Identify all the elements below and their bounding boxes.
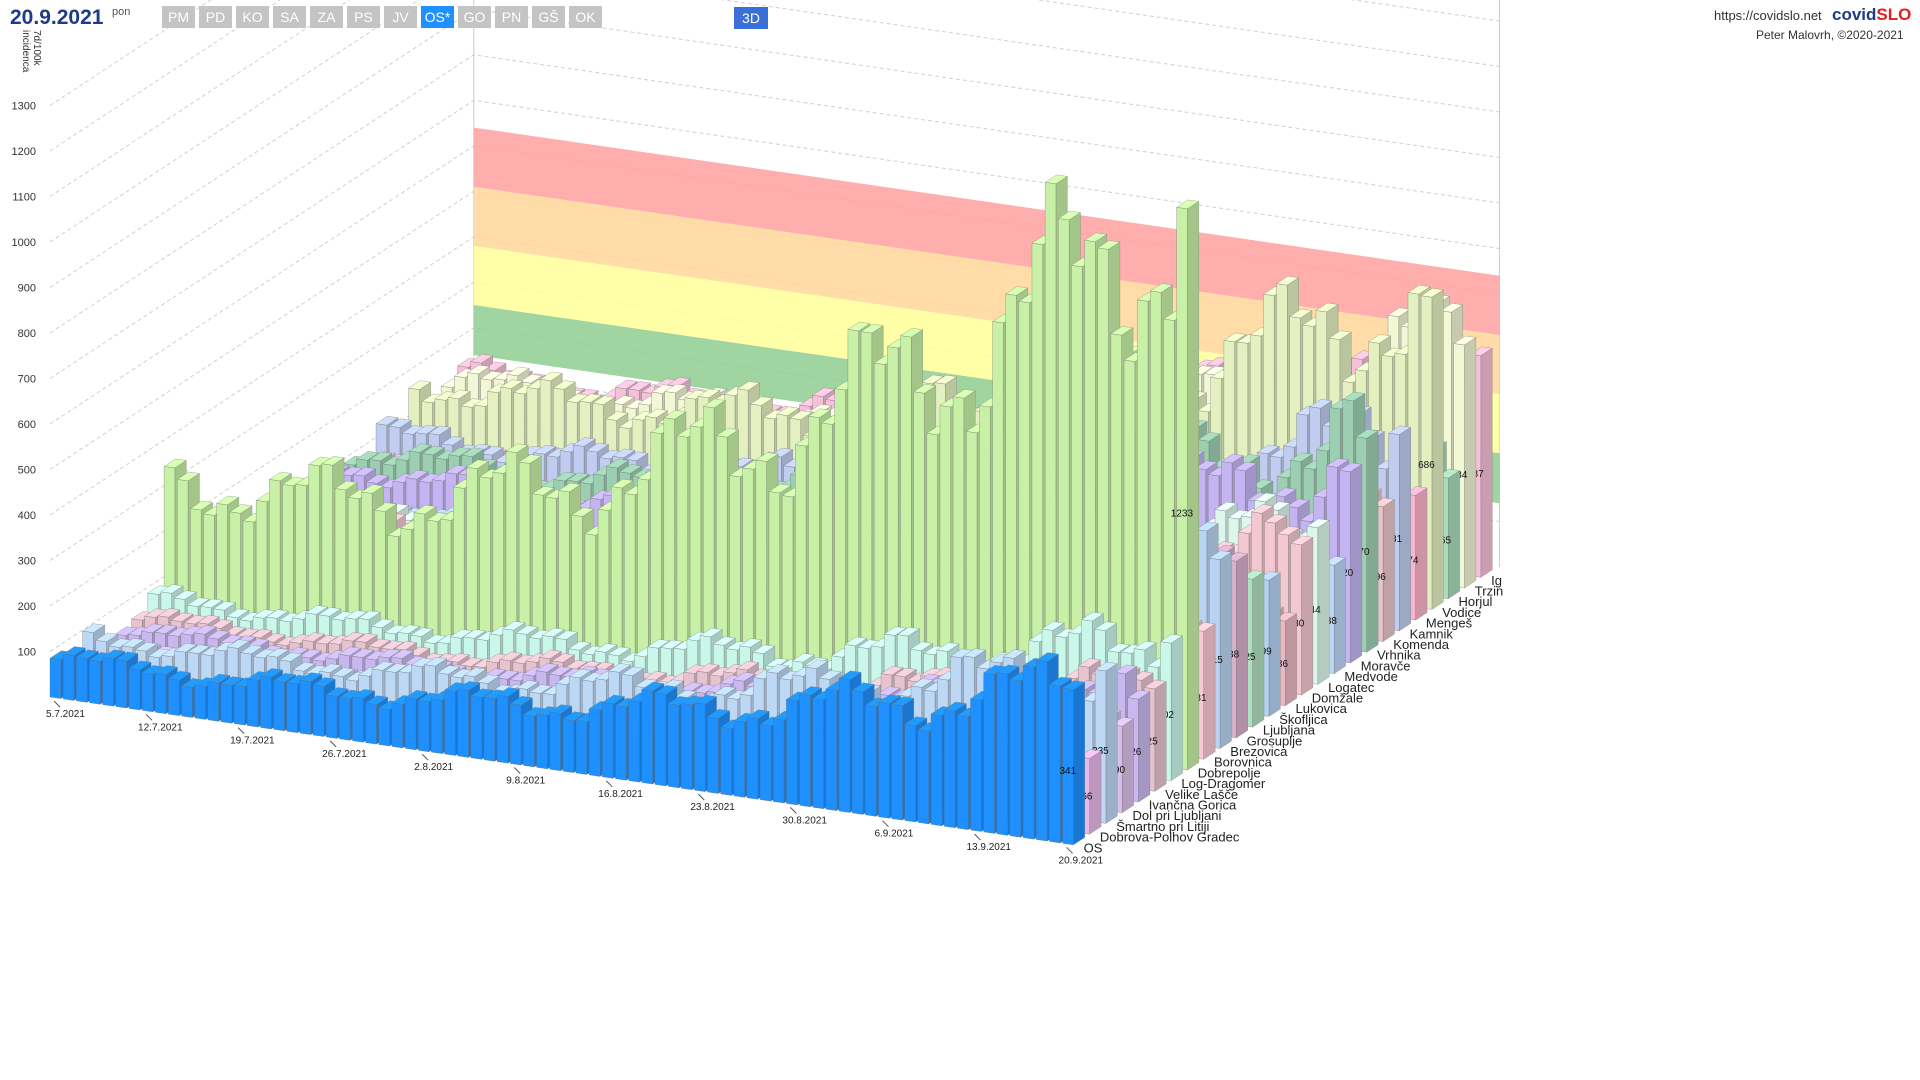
x-tick-label: 23.8.2021 <box>690 802 735 813</box>
x-tick-label: 6.9.2021 <box>874 829 913 840</box>
row-label: Komenda <box>1393 637 1449 652</box>
row-label: Ivančna Gorica <box>1149 798 1237 813</box>
y-axis-label-line1: 7d/100k <box>31 30 42 66</box>
brand-part-slo: SLO <box>1876 5 1912 24</box>
x-tick <box>974 833 981 841</box>
row-label: Brezovica <box>1230 744 1288 759</box>
row-label: Domžale <box>1312 691 1363 706</box>
row-label: Log-Dragomer <box>1181 776 1265 791</box>
x-tick <box>605 780 613 788</box>
y-tick-label: 1200 <box>12 146 36 158</box>
row-label: Velike Lašče <box>1165 787 1238 802</box>
row-label: Horjul <box>1458 594 1492 609</box>
tab-pn[interactable]: PN <box>495 6 528 28</box>
x-tick <box>145 713 153 721</box>
brand-part-covid: covid <box>1832 5 1877 24</box>
y-tick-label: 1300 <box>12 101 36 113</box>
tab-gš[interactable]: GŠ <box>532 6 565 28</box>
tab-ok[interactable]: OK <box>569 6 602 28</box>
row-label: Škofljica <box>1279 712 1328 727</box>
current-date: 20.9.2021 <box>10 6 104 29</box>
y-tick-label: 900 <box>18 283 36 295</box>
tab-os[interactable]: OS* <box>421 6 454 28</box>
row-label: Dobrepolje <box>1198 765 1261 780</box>
row-label: Ljubljana <box>1263 723 1316 738</box>
row-label: Borovnica <box>1214 755 1273 770</box>
risk-band <box>473 127 1500 335</box>
x-tick <box>790 807 797 814</box>
y-axis-label: 7d/100k incidenca <box>20 30 42 72</box>
y-tick-label: 200 <box>18 601 36 613</box>
x-tick <box>513 767 521 774</box>
row-label: Lukovica <box>1295 701 1347 716</box>
x-tick <box>53 700 61 708</box>
tab-jv[interactable]: JV <box>384 6 417 28</box>
tab-za[interactable]: ZA <box>310 6 343 28</box>
row-label: Logatec <box>1328 680 1375 695</box>
value-label: 686 <box>1418 460 1435 471</box>
x-tick <box>882 820 889 828</box>
row-label: Medvode <box>1344 669 1397 684</box>
top-bar: 20.9.2021 pon PM PD KO SA ZA PS JV OS* GO PN GŠ OK … <box>0 0 1920 42</box>
x-tick-label: 26.7.2021 <box>322 749 367 760</box>
tab-ps[interactable]: PS <box>347 6 380 28</box>
row-label: Vrhnika <box>1377 648 1421 663</box>
tab-pd[interactable]: PD <box>199 6 232 28</box>
bar <box>1176 199 1200 771</box>
x-tick <box>1066 846 1073 854</box>
x-tick-label: 9.8.2021 <box>506 776 545 787</box>
value-label: 1233 <box>1171 509 1194 520</box>
y-tick-label: 600 <box>18 419 36 431</box>
y-tick-label: 700 <box>18 374 36 386</box>
y-tick-label: 300 <box>18 556 36 568</box>
y-tick-label: 500 <box>18 465 36 477</box>
x-tick <box>421 753 429 761</box>
row-label: Mengeš <box>1426 616 1473 631</box>
y-tick-label: 800 <box>18 328 36 340</box>
row-label: Ig <box>1491 573 1502 588</box>
value-label: 341 <box>1059 766 1076 777</box>
y-tick-label: 400 <box>18 510 36 522</box>
x-tick <box>237 727 245 734</box>
row-label: Dol pri Ljubljani <box>1132 808 1221 823</box>
y-tick-label: 100 <box>18 647 36 659</box>
x-tick-label: 13.9.2021 <box>967 842 1012 853</box>
x-tick <box>329 740 337 748</box>
row-label: Moravče <box>1361 658 1411 673</box>
x-tick-label: 20.9.2021 <box>1059 855 1104 866</box>
x-tick-label: 2.8.2021 <box>414 762 453 773</box>
x-tick-label: 16.8.2021 <box>598 789 643 800</box>
brand-logo[interactable]: covidSLO <box>1832 5 1911 25</box>
row-label: Vodice <box>1442 605 1481 620</box>
x-tick-label: 5.7.2021 <box>46 709 85 720</box>
tab-pm[interactable]: PM <box>162 6 195 28</box>
tab-go[interactable]: GO <box>458 6 491 28</box>
weekday-label: pon <box>112 6 131 18</box>
region-tabs: PM PD KO SA ZA PS JV OS* GO PN GŠ OK <box>162 6 602 28</box>
bar-series: 487Ig534Trzin265Horjul686Vodice274Mengeš… <box>49 174 1503 855</box>
x-axis: 5.7.2021 12.7.2021 19.7.2021 26.7.2021 2.8.2… <box>46 700 1104 866</box>
site-url-link[interactable]: https://covidslo.net <box>1714 8 1822 23</box>
y-axis-label-line2: incidenca <box>20 30 31 73</box>
series-os: 341 OS <box>49 646 1103 855</box>
tab-sa[interactable]: SA <box>273 6 306 28</box>
x-tick-label: 30.8.2021 <box>782 815 827 826</box>
bar <box>1094 661 1118 824</box>
y-tick-label: 1000 <box>12 237 36 249</box>
row-label: Dobrova-Polhov Gradec <box>1100 830 1240 845</box>
y-tick-label: 1100 <box>12 192 36 204</box>
x-tick-label: 19.7.2021 <box>230 736 275 747</box>
tab-ko[interactable]: KO <box>236 6 269 28</box>
3d-mode-button[interactable]: 3D <box>734 7 768 29</box>
row-label: OS <box>1084 840 1103 855</box>
bar <box>1062 680 1086 846</box>
row-label: Šmartno pri Litiji <box>1116 819 1209 834</box>
row-label: Grosuplje <box>1247 733 1303 748</box>
x-tick-label: 12.7.2021 <box>138 722 183 733</box>
author-credit: Peter Malovrh, ©2020-2021 <box>1756 28 1904 42</box>
row-label: Trzin <box>1475 584 1503 599</box>
row-label: Kamnik <box>1410 626 1454 641</box>
x-tick <box>697 793 705 801</box>
